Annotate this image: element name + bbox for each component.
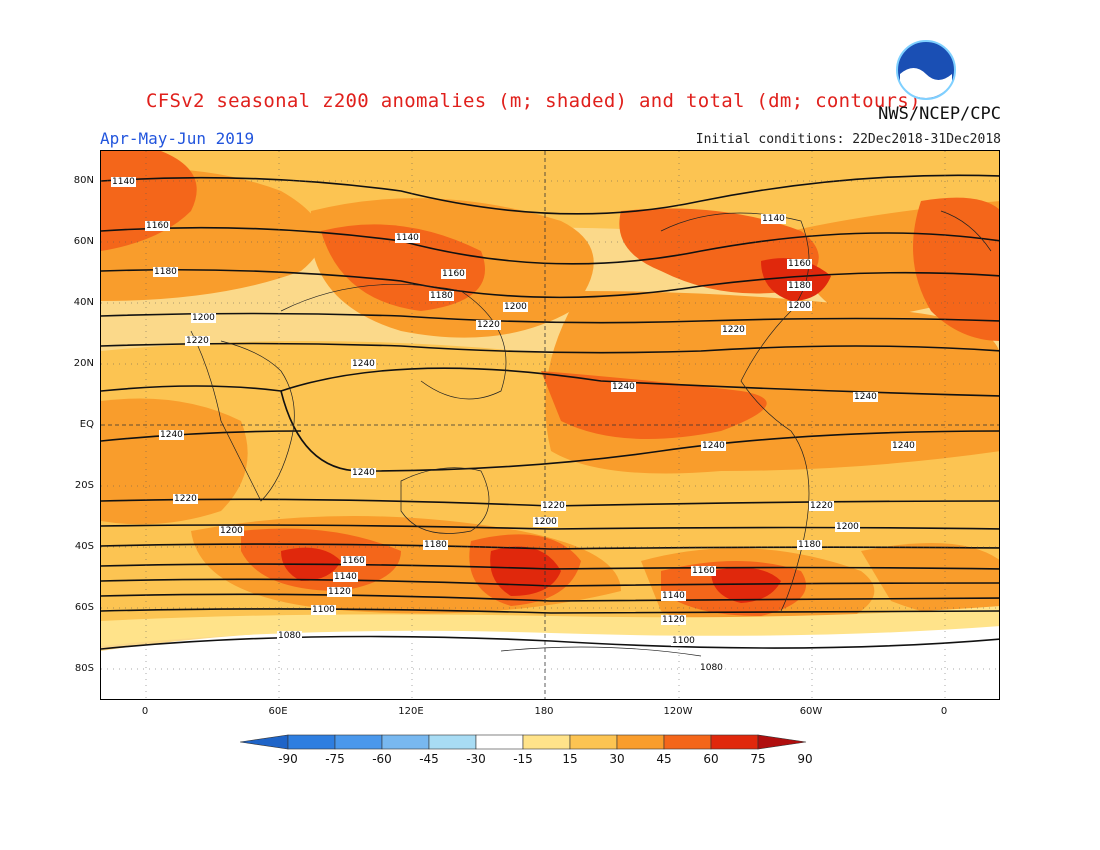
- colorbar-label: 30: [609, 752, 625, 766]
- shading-60-75: [101, 151, 999, 616]
- contour-label: 1200: [503, 302, 528, 312]
- initial-conditions-label: Initial conditions: 22Dec2018-31Dec2018: [695, 132, 1001, 147]
- contour-label: 1160: [691, 566, 716, 576]
- contour-label: 1220: [185, 336, 210, 346]
- colorbar-segment: [522, 734, 571, 750]
- contour-label: 1140: [395, 233, 420, 243]
- colorbar-label: -60: [372, 752, 392, 766]
- colorbar-label: 15: [562, 752, 578, 766]
- lat-label-60s: 60S: [74, 602, 94, 613]
- agency-label: NWS/NCEP/CPC: [878, 104, 1001, 124]
- lon-label-180: 180: [534, 706, 554, 717]
- colorbar-label: -45: [419, 752, 439, 766]
- contour-label: 1240: [159, 430, 184, 440]
- lon-label-60w: 60W: [799, 706, 823, 717]
- contour-lines: [101, 174, 999, 650]
- lon-label-120w: 120W: [663, 706, 693, 717]
- lat-label-20n: 20N: [73, 358, 94, 369]
- colorbar-label: -90: [278, 752, 298, 766]
- shading-75-90: [281, 258, 831, 603]
- colorbar-segment: [569, 734, 618, 750]
- equator-dateline: [101, 151, 999, 699]
- contour-label: 1140: [761, 214, 786, 224]
- colorbar-segment: [334, 734, 383, 750]
- lon-label-0-east: 0: [940, 706, 948, 717]
- lat-label-80s: 80S: [74, 663, 94, 674]
- contour-label: 1160: [145, 221, 170, 231]
- contour-label: 1200: [787, 301, 812, 311]
- colorbar-segment: [287, 734, 336, 750]
- contour-label: 1220: [541, 501, 566, 511]
- contour-label: 1200: [835, 522, 860, 532]
- contour-label: 1200: [191, 313, 216, 323]
- colorbar-label: 60: [703, 752, 719, 766]
- contour-label: 1140: [661, 591, 686, 601]
- colorbar-arrow-right: [757, 734, 807, 750]
- contour-label: 1180: [787, 281, 812, 291]
- lat-label-80n: 80N: [73, 175, 94, 186]
- colorbar-label: -15: [513, 752, 533, 766]
- contour-label: 1160: [341, 556, 366, 566]
- contour-label: 1240: [351, 359, 376, 369]
- contour-label: 1220: [721, 325, 746, 335]
- contour-label: 1160: [441, 269, 466, 279]
- shading-polar-light: [101, 606, 999, 646]
- lat-label-20s: 20S: [74, 480, 94, 491]
- lon-label-0-west: 0: [141, 706, 149, 717]
- contour-label: 1240: [611, 382, 636, 392]
- contour-label: 1140: [111, 177, 136, 187]
- colorbar-segment: [663, 734, 712, 750]
- contour-label: 1160: [787, 259, 812, 269]
- contour-label: 1120: [661, 615, 686, 625]
- contour-label: 1180: [153, 267, 178, 277]
- page-title: CFSv2 seasonal z200 anomalies (m; shaded…: [146, 90, 921, 112]
- lat-label-eq: EQ: [79, 419, 94, 430]
- contour-label: 1240: [351, 468, 376, 478]
- contour-label: 1180: [797, 540, 822, 550]
- colorbar-arrow-left: [240, 734, 289, 750]
- contour-label: 1240: [701, 441, 726, 451]
- colorbar-segment: [381, 734, 430, 750]
- map-canvas: [101, 151, 999, 699]
- lat-label-40n: 40N: [73, 297, 94, 308]
- colorbar-segment: [428, 734, 477, 750]
- lon-label-120e: 120E: [398, 706, 424, 717]
- anomaly-map: 1140 1140 1140 1160 1160 1160 1180 1180 1180 1200…: [100, 150, 1000, 700]
- contour-label: 1220: [173, 494, 198, 504]
- contour-label: 1220: [476, 320, 501, 330]
- colorbar-segment: [710, 734, 759, 750]
- grid-lines: [101, 151, 999, 699]
- contour-label: 1240: [853, 392, 878, 402]
- contour-label: 1140: [333, 572, 358, 582]
- contour-label: 1120: [327, 587, 352, 597]
- colorbar-label: 45: [656, 752, 672, 766]
- season-label: Apr-May-Jun 2019: [100, 129, 255, 148]
- colorbar-label: -75: [325, 752, 345, 766]
- contour-label: 1200: [533, 517, 558, 527]
- contour-label: 1220: [809, 501, 834, 511]
- contour-label: 1080: [699, 663, 724, 673]
- colorbar-segment: [475, 734, 524, 750]
- lat-label-40s: 40S: [74, 541, 94, 552]
- colorbar-label: 90: [797, 752, 813, 766]
- lat-label-60n: 60N: [73, 236, 94, 247]
- contour-label: 1100: [311, 605, 336, 615]
- colorbar-label: 75: [750, 752, 766, 766]
- shading-polar: [101, 621, 999, 699]
- contour-label: 1100: [671, 636, 696, 646]
- noaa-logo-icon: [896, 40, 956, 100]
- colorbar-label: -30: [466, 752, 486, 766]
- contour-label: 1200: [219, 526, 244, 536]
- contour-label: 1080: [277, 631, 302, 641]
- contour-label: 1180: [429, 291, 454, 301]
- colorbar-segment: [616, 734, 665, 750]
- contour-label: 1180: [423, 540, 448, 550]
- colorbar: [240, 734, 807, 750]
- lon-label-60e: 60E: [268, 706, 288, 717]
- contour-label: 1240: [891, 441, 916, 451]
